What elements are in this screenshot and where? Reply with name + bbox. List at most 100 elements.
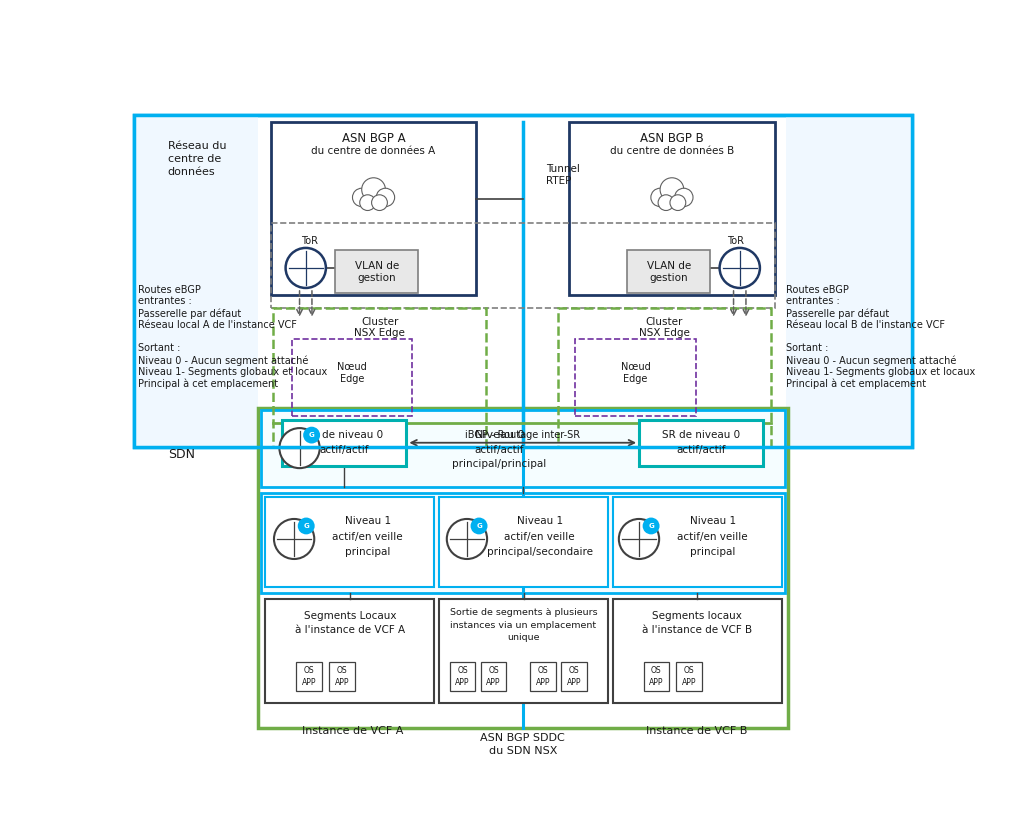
Text: Nœud: Nœud xyxy=(620,361,650,371)
Text: APP: APP xyxy=(486,678,500,687)
Text: G: G xyxy=(309,432,314,438)
Text: SDN: SDN xyxy=(168,448,195,460)
Text: actif/actif: actif/actif xyxy=(676,445,726,455)
Text: OS: OS xyxy=(488,666,498,676)
Text: principal: principal xyxy=(689,547,735,557)
Text: centre de: centre de xyxy=(168,154,221,164)
Text: APP: APP xyxy=(567,678,581,687)
Text: Segments locaux: Segments locaux xyxy=(651,611,742,621)
Text: ASN BGP A: ASN BGP A xyxy=(341,132,405,145)
Text: NSX Edge: NSX Edge xyxy=(354,329,405,339)
Text: APP: APP xyxy=(648,678,663,687)
Circle shape xyxy=(285,248,326,288)
Circle shape xyxy=(674,188,692,207)
Text: G: G xyxy=(303,523,309,529)
Text: VLAN de: VLAN de xyxy=(355,261,398,270)
Bar xyxy=(271,122,476,295)
Text: OS: OS xyxy=(650,666,661,676)
Text: Edge: Edge xyxy=(623,374,647,384)
Text: APP: APP xyxy=(334,678,348,687)
Text: Routes eBGP
entrantes :
Passerelle par défaut
Réseau local A de l'instance VCF

: Routes eBGP entrantes : Passerelle par d… xyxy=(139,285,327,389)
Text: principal: principal xyxy=(344,547,390,557)
Circle shape xyxy=(353,188,371,207)
Bar xyxy=(569,122,773,295)
Circle shape xyxy=(642,518,659,535)
Text: actif/en veille: actif/en veille xyxy=(332,531,403,541)
Text: actif/en veille: actif/en veille xyxy=(504,531,575,541)
Text: Cluster: Cluster xyxy=(645,317,682,327)
Circle shape xyxy=(619,519,658,559)
Text: gestion: gestion xyxy=(357,273,395,283)
Circle shape xyxy=(657,195,674,210)
Text: actif/actif: actif/actif xyxy=(319,445,369,455)
Bar xyxy=(265,599,434,703)
Bar xyxy=(438,599,607,703)
Text: Niveau 0: Niveau 0 xyxy=(474,430,524,440)
Bar xyxy=(273,308,486,446)
Text: gestion: gestion xyxy=(649,273,688,283)
Text: unique: unique xyxy=(506,633,539,642)
Text: VLAN de: VLAN de xyxy=(646,261,690,270)
Text: APP: APP xyxy=(302,678,316,687)
Text: Nœud: Nœud xyxy=(336,361,367,371)
Text: SR de niveau 0: SR de niveau 0 xyxy=(305,430,383,440)
Bar xyxy=(291,339,412,416)
Circle shape xyxy=(371,195,387,210)
Text: G: G xyxy=(476,523,481,529)
Circle shape xyxy=(376,188,394,207)
Text: du SDN NSX: du SDN NSX xyxy=(488,746,556,756)
Bar xyxy=(676,662,701,691)
Bar xyxy=(643,662,668,691)
Text: Sortie de segments à plusieurs: Sortie de segments à plusieurs xyxy=(449,608,597,617)
Text: Réseau du: Réseau du xyxy=(168,141,226,151)
Text: Instance de VCF B: Instance de VCF B xyxy=(646,726,747,736)
Text: RTEP: RTEP xyxy=(545,176,571,186)
Text: actif/en veille: actif/en veille xyxy=(677,531,747,541)
Bar xyxy=(638,420,762,466)
Bar xyxy=(612,599,781,703)
Bar xyxy=(560,662,587,691)
Bar xyxy=(282,420,407,466)
Bar xyxy=(261,410,784,487)
Text: iBGP - Routage inter-SR: iBGP - Routage inter-SR xyxy=(465,430,580,440)
Text: OS: OS xyxy=(457,666,468,676)
Text: Segments Locaux: Segments Locaux xyxy=(304,611,395,621)
Text: actif/actif: actif/actif xyxy=(474,445,524,455)
Bar xyxy=(133,115,911,446)
Text: principal/secondaire: principal/secondaire xyxy=(486,547,592,557)
Text: ToR: ToR xyxy=(727,236,744,246)
Text: Cluster: Cluster xyxy=(361,317,398,327)
Circle shape xyxy=(718,248,759,288)
Text: Edge: Edge xyxy=(339,374,364,384)
Circle shape xyxy=(274,519,314,559)
Circle shape xyxy=(470,518,487,535)
Text: OS: OS xyxy=(304,666,314,676)
Bar xyxy=(449,662,475,691)
Text: OS: OS xyxy=(569,666,579,676)
Circle shape xyxy=(362,178,385,201)
Bar xyxy=(335,250,418,293)
Bar xyxy=(329,662,355,691)
Text: OS: OS xyxy=(336,666,346,676)
Text: Niveau 1: Niveau 1 xyxy=(517,516,562,526)
Text: NSX Edge: NSX Edge xyxy=(638,329,689,339)
Bar xyxy=(133,115,258,446)
Circle shape xyxy=(279,428,319,468)
Bar xyxy=(786,115,911,446)
Bar xyxy=(575,339,695,416)
Text: OS: OS xyxy=(683,666,694,676)
Text: du centre de données A: du centre de données A xyxy=(311,146,435,156)
Circle shape xyxy=(303,427,320,444)
Bar xyxy=(480,662,506,691)
Text: ASN BGP B: ASN BGP B xyxy=(640,132,703,145)
Bar xyxy=(557,308,770,446)
Text: APP: APP xyxy=(536,678,550,687)
Bar xyxy=(271,224,773,308)
Text: à l'instance de VCF A: à l'instance de VCF A xyxy=(294,625,405,635)
Circle shape xyxy=(446,519,487,559)
Bar xyxy=(530,662,555,691)
Text: principal/principal: principal/principal xyxy=(452,460,546,470)
Text: Tunnel: Tunnel xyxy=(545,164,580,174)
Text: instances via un emplacement: instances via un emplacement xyxy=(450,620,596,630)
Text: APP: APP xyxy=(455,678,470,687)
